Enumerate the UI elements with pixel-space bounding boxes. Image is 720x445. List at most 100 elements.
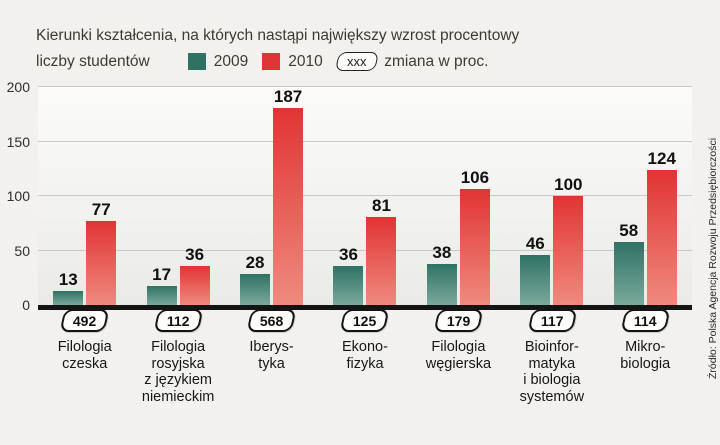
y-tick-label: 0 [22,297,30,313]
y-tick-label: 50 [14,242,30,259]
bar-2010 [179,265,210,305]
bar-group: 13 77 [38,87,131,305]
bar-group: 28 187 [225,87,318,305]
change-badge: 179 [433,309,484,332]
change-badge-cell: 114 [599,309,692,335]
change-badge: 114 [620,309,670,332]
bar-value-label: 36 [185,244,205,264]
bars-row: 13 77 17 36 28 187 36 81 38 106 46 100 58 124 [38,87,692,305]
category-label: Iberys-tyka [249,339,294,372]
chart-title-line2-text: liczby studentów [36,52,150,70]
bar-value-label: 58 [619,220,639,240]
y-tick-label: 200 [6,79,30,95]
bar-column-2009: 46 [520,87,551,305]
bar-2009 [520,254,551,305]
bar-group: 58 124 [599,87,692,305]
category-label: Ekono-fizyka [342,339,388,372]
change-badge: 112 [153,309,203,332]
bar-2010 [86,221,117,305]
change-badge-cell: 179 [412,309,505,335]
change-badge-cell: 568 [225,309,318,335]
bar-column-2009: 17 [146,87,177,305]
category-label: Bioinfor-matyka i biologia systemów [519,339,585,405]
category-label: Filologia czeska [57,339,112,372]
gridline-150 [38,140,692,142]
chart-title-line2: liczby studentów 2009 2010 xxx zmiana w … [36,52,690,71]
bar-column-2009: 13 [53,87,84,305]
x-axis-baseline [38,305,692,310]
bar-value-label: 187 [273,87,303,106]
bar-value-label: 13 [58,269,78,289]
gridline-200 [38,86,692,87]
bar-2009 [613,241,644,305]
change-badge: 117 [527,309,577,332]
change-badge: 125 [339,309,391,332]
chart-header: Kierunki kształcenia, na których nastąpi… [0,0,720,71]
legend-change-badge-icon: xxx [334,52,379,71]
bar-column-2010: 187 [273,87,304,305]
change-badge: 492 [59,309,110,332]
bar-group: 36 81 [318,87,411,305]
gridline-50 [38,249,692,251]
legend-label-2010: 2010 [288,52,323,70]
bar-column-2009: 38 [426,87,457,305]
bar-2009 [333,265,364,305]
bar-group: 46 100 [505,87,598,305]
category-label: Filologia węgierska [425,339,492,372]
bar-value-label: 77 [91,200,111,220]
bar-2009 [240,274,271,305]
bar-value-label: 46 [525,233,545,253]
bar-column-2010: 124 [646,87,677,305]
change-badge-cell: 112 [131,309,224,335]
bar-column-2010: 77 [86,87,117,305]
bar-value-label: 28 [245,253,265,273]
bar-group: 17 36 [131,87,224,305]
bar-column-2009: 58 [613,87,644,305]
gridline-100 [38,195,692,196]
bar-column-2010: 100 [553,87,584,305]
category-labels-row: Filologia czeska Filologia rosyjska z języki… [38,339,692,405]
bar-value-label: 17 [152,265,172,285]
change-badge-cell: 492 [38,309,131,335]
bar-2010 [646,169,677,305]
legend-item-2010: 2010 [262,52,323,71]
legend-swatch-2010-icon [262,53,281,70]
bar-column-2010: 106 [459,87,490,305]
bar-2009 [426,263,457,305]
bar-column-2009: 28 [240,87,271,305]
bar-column-2009: 36 [333,87,364,305]
y-tick-label: 100 [6,188,30,204]
bar-value-label: 36 [339,244,358,264]
legend-label-2009: 2009 [213,52,249,70]
plot-area: 0 50 100 150 200 13 77 17 36 28 187 36 81 38 106 46 100… [7,79,692,405]
category-label: Filologia rosyjska z językiem niemieckim [141,339,215,405]
bar-2010 [273,108,304,305]
chart-title-line1: Kierunki kształcenia, na których nastąpi… [36,27,520,44]
legend-item-2009: 2009 [187,52,249,71]
bar-2010 [459,189,490,305]
change-badge-cell: 117 [505,309,598,335]
y-tick-label: 150 [6,133,30,150]
bar-value-label: 38 [432,242,452,262]
bar-value-label: 124 [647,148,676,168]
y-axis: 0 50 100 150 200 [0,79,30,313]
category-label: Mikro-biologia [620,339,671,372]
legend-item-change: xxx zmiana w proc. [334,52,489,71]
legend-change-label: zmiana w proc. [384,52,489,70]
change-badge: 568 [246,309,297,332]
bar-2010 [553,196,584,305]
bar-value-label: 100 [554,175,583,194]
bar-2009 [146,286,177,305]
bar-group: 38 106 [412,87,505,305]
legend-swatch-2009-icon [187,53,206,70]
change-badges-row: 492 112 568 125 179 117 114 [38,309,692,335]
chart-legend: 2009 2010 xxx zmiana w proc. [187,52,489,71]
bar-column-2010: 36 [179,87,210,305]
bar-2009 [53,290,84,305]
change-badge-cell: 125 [318,309,411,335]
source-credit: Źródło: Polska Agencja Rozwoju Przedsięb… [707,137,719,379]
bar-column-2010: 81 [366,87,397,305]
bar-2010 [366,216,397,305]
bar-value-label: 81 [372,195,391,215]
